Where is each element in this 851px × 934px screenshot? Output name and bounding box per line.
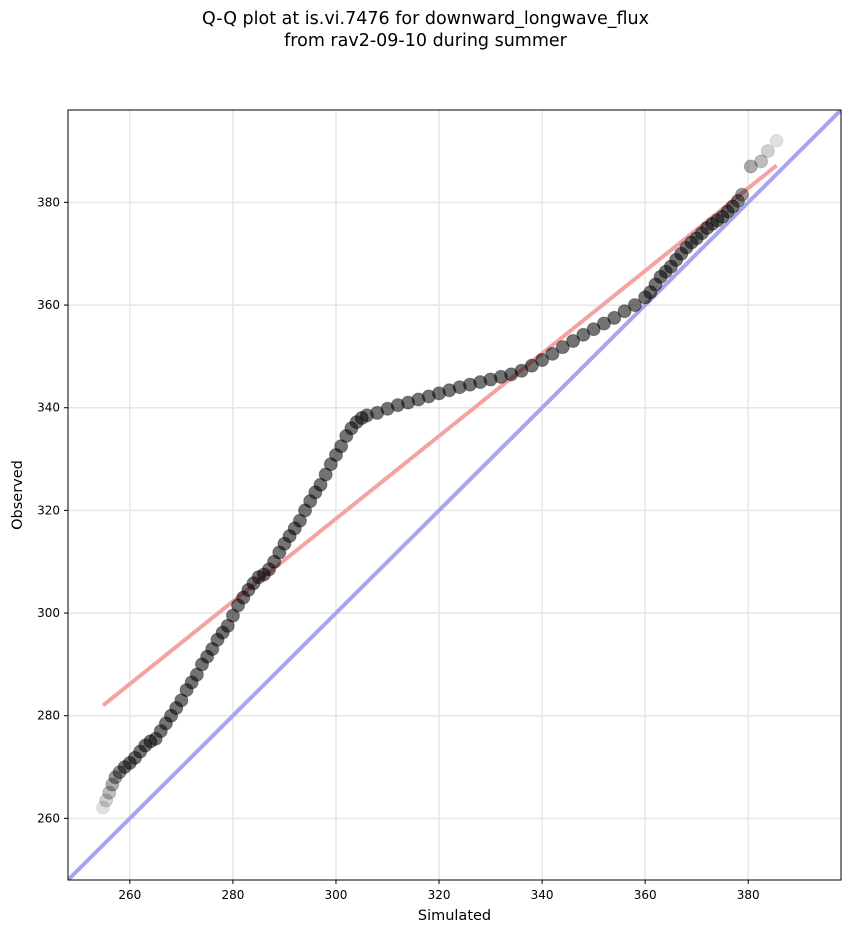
y-tick-label: 340 bbox=[37, 401, 60, 415]
y-tick-label: 320 bbox=[37, 503, 60, 517]
y-tick-label: 280 bbox=[37, 709, 60, 723]
x-tick-label: 280 bbox=[221, 888, 244, 902]
x-tick-label: 360 bbox=[634, 888, 657, 902]
y-tick-label: 260 bbox=[37, 811, 60, 825]
y-tick-label: 300 bbox=[37, 606, 60, 620]
x-tick-label: 260 bbox=[118, 888, 141, 902]
y-tick-label: 360 bbox=[37, 298, 60, 312]
data-point bbox=[770, 134, 783, 147]
y-tick-label: 380 bbox=[37, 195, 60, 209]
x-axis-label: Simulated bbox=[418, 908, 491, 924]
x-tick-label: 320 bbox=[428, 888, 451, 902]
x-tick-label: 300 bbox=[325, 888, 348, 902]
x-tick-label: 340 bbox=[531, 888, 554, 902]
data-point bbox=[736, 188, 749, 201]
x-tick-label: 380 bbox=[737, 888, 760, 902]
y-axis-label: Observed bbox=[10, 460, 26, 530]
data-point bbox=[761, 145, 774, 158]
